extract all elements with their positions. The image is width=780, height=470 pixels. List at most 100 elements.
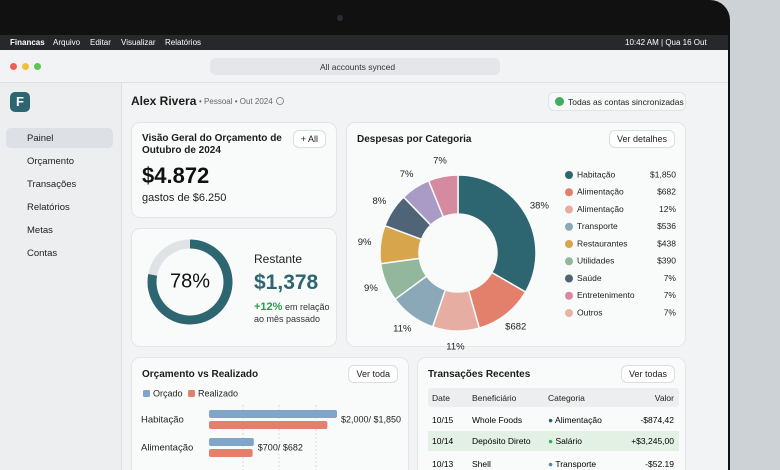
bar-value-label: $700/ $682 xyxy=(258,442,303,452)
cell: 10/13 xyxy=(432,459,454,469)
nav-label: Metas xyxy=(27,225,53,236)
sidebar: F Painel Orçamento Transações Relatórios… xyxy=(0,83,122,470)
category: Alimentação xyxy=(555,415,602,425)
donut-slice xyxy=(457,174,537,294)
legend-name: Alimentação xyxy=(577,204,624,214)
legend-label: Realizado xyxy=(198,388,238,398)
nav-label: Painel xyxy=(27,133,54,144)
nav-item[interactable]: Metas xyxy=(6,220,113,240)
context-item: Out 2024 xyxy=(239,97,273,106)
legend-dot xyxy=(565,274,573,283)
legend-dot xyxy=(565,240,573,248)
legend-value: $438 xyxy=(657,238,676,248)
card-title: Transações Recentes xyxy=(428,369,531,380)
legend-name: Alimentação xyxy=(577,187,624,197)
menu-item[interactable]: Editar xyxy=(90,38,111,47)
legend-swatch xyxy=(143,390,150,397)
cell: +$3,245,00 xyxy=(631,436,674,446)
legend-name: Saúde xyxy=(577,273,602,283)
legend-name: Habitação xyxy=(577,169,616,179)
legend-dot xyxy=(565,257,573,266)
details-button[interactable]: Ver detalhes xyxy=(608,130,675,148)
all-button[interactable]: + All xyxy=(292,130,326,148)
slice-label: 11% xyxy=(446,341,465,352)
remaining-amount: $1,378 xyxy=(254,271,319,294)
actual-bar xyxy=(209,449,253,457)
view-all-button[interactable]: Ver toda xyxy=(348,365,398,383)
menu-item[interactable]: Visualizar xyxy=(121,38,156,47)
cell: Whole Foods xyxy=(472,415,523,425)
address-bar[interactable]: All accounts synced xyxy=(210,58,500,75)
cell: 10/14 xyxy=(432,436,454,446)
slice-label: $682 xyxy=(505,322,526,333)
legend-dot xyxy=(565,188,573,197)
budget-bar xyxy=(209,438,254,446)
category: Transporte xyxy=(555,459,597,469)
menu-bar: Financas Arquivo Editar Visualizar Relat… xyxy=(0,35,728,50)
slice-label: 7% xyxy=(433,155,447,166)
card-title: Visão Geral do Orçamento de Outubro de 2… xyxy=(142,133,282,156)
card-title: Despesas por Categoria xyxy=(357,134,472,145)
transactions-card: Transações Recentes Ver todas Date Benef… xyxy=(417,357,686,470)
row-label: Habitação xyxy=(141,415,184,426)
nav-item[interactable]: Relatórios xyxy=(6,197,113,217)
slice-label: 9% xyxy=(358,237,372,248)
cell: ● Alimentação xyxy=(548,415,602,425)
row-highlight xyxy=(428,431,679,451)
legend-value: 7% xyxy=(664,273,677,283)
remaining-label: Restante xyxy=(254,252,303,266)
clock: 10:42 AM | Qua 16 Out xyxy=(625,38,707,47)
legend-label: Orçado xyxy=(153,388,183,398)
legend-name: Restaurantes xyxy=(577,238,628,248)
slice-label: 11% xyxy=(393,323,412,334)
card-title: Orçamento vs Realizado xyxy=(142,369,259,380)
legend-value: $536 xyxy=(657,221,676,231)
ring-label: 78% xyxy=(170,270,210,292)
change: +12% em relação ao mês passado xyxy=(254,301,334,325)
minimize-button[interactable] xyxy=(22,63,29,70)
menu-item[interactable]: Relatórios xyxy=(165,38,202,47)
cell: -$52.19 xyxy=(645,459,674,469)
column-header: Categoria xyxy=(548,393,585,403)
legend-name: Outros xyxy=(577,307,603,317)
context-item: Pessoal xyxy=(204,97,233,106)
slice-label: 9% xyxy=(364,283,378,294)
legend-value: 12% xyxy=(659,204,676,214)
budget-text: gastos de $6.250 xyxy=(142,192,227,204)
legend-name: Utilidades xyxy=(577,256,614,266)
close-button[interactable] xyxy=(10,63,17,70)
cell: -$874,42 xyxy=(640,415,674,425)
donut-slice xyxy=(427,174,459,218)
context: • Pessoal • Out 2024 xyxy=(199,97,273,106)
change-text: em relação ao mês passado xyxy=(254,302,330,324)
nav-item[interactable]: Orçamento xyxy=(6,151,113,171)
legend-dot xyxy=(565,309,573,317)
menu-item[interactable]: Arquivo xyxy=(53,38,81,47)
nav-label: Contas xyxy=(27,248,58,259)
legend-name: Transporte xyxy=(577,221,618,231)
slice-label: 8% xyxy=(372,196,386,207)
sync-badge: Todas as contas sincronizadas xyxy=(548,92,686,111)
info-icon[interactable] xyxy=(276,97,284,105)
legend-value: $390 xyxy=(657,256,676,266)
legend-swatch xyxy=(188,390,195,397)
overview-card: Visão Geral do Orçamento de Outubro de 2… xyxy=(131,122,337,218)
slice-label: 38% xyxy=(530,201,550,212)
nav-item[interactable]: Contas xyxy=(6,243,113,263)
cell: ● Salário xyxy=(548,436,582,446)
app-menu[interactable]: Financas xyxy=(10,38,45,47)
change-value: +12% xyxy=(254,301,283,313)
spent-amount: $4.872 xyxy=(142,163,210,188)
ring-arc xyxy=(147,239,233,325)
column-header: Valor xyxy=(654,393,674,403)
cell: 10/15 xyxy=(432,415,454,425)
zoom-button[interactable] xyxy=(34,63,41,70)
logo: F xyxy=(10,92,30,112)
view-all-button[interactable]: Ver todas xyxy=(620,365,675,383)
cell: Shell xyxy=(472,459,491,469)
nav-item[interactable]: Painel xyxy=(6,128,113,148)
browser-toolbar: All accounts synced xyxy=(0,50,728,83)
nav-item[interactable]: Transações xyxy=(6,174,113,194)
